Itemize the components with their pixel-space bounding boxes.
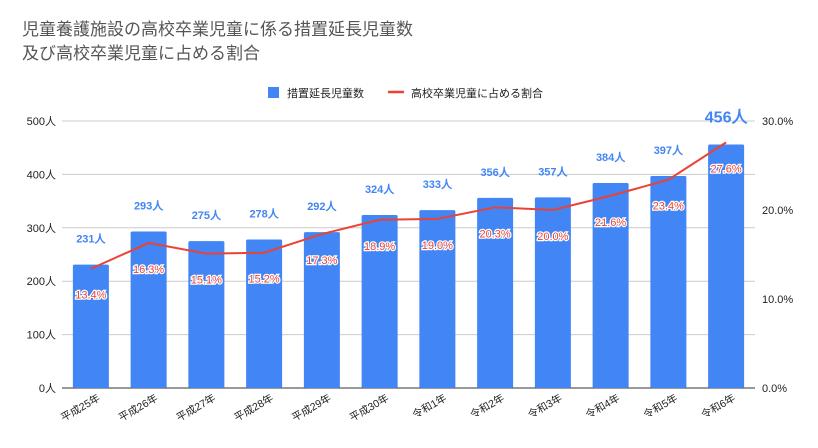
x-axis-tick-label: 平成27年	[174, 391, 218, 424]
ratio-line	[90, 141, 727, 270]
line-data-label: 16.3%	[133, 264, 164, 276]
bar	[592, 182, 629, 388]
bar-data-label: 333人	[423, 177, 453, 191]
left-axis-tick-label: 400人	[27, 168, 56, 181]
bar-data-label: 231人	[76, 232, 106, 246]
bar-data-label: 456人	[705, 108, 749, 126]
bar	[708, 144, 745, 388]
line-data-label: 20.3%	[480, 228, 511, 240]
bar-data-label: 292人	[307, 199, 337, 213]
line-data-label: 20.0%	[537, 231, 568, 243]
bar-data-label: 384人	[596, 150, 626, 164]
bar	[361, 214, 398, 388]
bar-data-label: 397人	[654, 143, 684, 157]
x-axis-tick-label: 平成28年	[232, 391, 276, 424]
bar	[188, 241, 225, 388]
line-data-label: 15.2%	[249, 274, 280, 286]
line-data-label: 18.9%	[364, 241, 395, 253]
right-axis-tick-label: 10.0%	[762, 294, 793, 306]
bar	[534, 197, 571, 388]
x-axis-tick-label: 平成30年	[347, 391, 391, 424]
line-data-label: 13.4%	[75, 290, 106, 302]
bar	[303, 232, 340, 388]
bar	[419, 210, 456, 388]
bar-data-label: 356人	[480, 165, 510, 179]
line-data-label: 21.6%	[595, 217, 626, 229]
bar	[477, 197, 514, 388]
bar-data-label: 324人	[365, 182, 395, 196]
right-axis-tick-label: 30.0%	[762, 116, 793, 128]
x-axis-tick-label: 令和1年	[410, 391, 449, 421]
bar	[130, 231, 167, 388]
left-axis-tick-label: 300人	[27, 222, 56, 235]
bar-data-label: 275人	[192, 208, 222, 222]
x-axis-tick-label: 令和6年	[699, 391, 738, 421]
legend-bar-swatch	[268, 87, 279, 98]
chart-title-line-2: 及び高校卒業児童に占める割合	[22, 44, 260, 64]
x-axis-tick-label: 令和5年	[641, 391, 680, 421]
bar	[246, 239, 283, 388]
left-axis-tick-label: 100人	[27, 329, 56, 342]
bar-data-label: 278人	[249, 207, 279, 221]
bar-data-label: 357人	[538, 164, 568, 178]
x-axis-tick-label: 令和2年	[468, 391, 507, 421]
right-axis-tick-label: 20.0%	[762, 205, 793, 217]
left-axis-tick-label: 200人	[27, 275, 56, 288]
x-axis-tick-label: 令和3年	[526, 391, 565, 421]
bar	[650, 176, 687, 388]
bar	[72, 264, 109, 388]
line-data-label: 19.0%	[422, 240, 453, 252]
x-axis-tick-label: 平成26年	[116, 391, 160, 424]
line-data-label: 27.6%	[711, 163, 742, 175]
x-axis-tick-label: 平成29年	[289, 391, 333, 424]
x-axis-tick-label: 令和4年	[583, 391, 622, 421]
chart-title: 児童養護施設の高校卒業児童に係る措置延長児童数 及び高校卒業児童に占める割合	[22, 18, 413, 66]
chart-title-line-1: 児童養護施設の高校卒業児童に係る措置延長児童数	[22, 20, 413, 40]
x-axis-tick-label: 平成25年	[58, 391, 102, 424]
legend-bar-label: 措置延長児童数	[287, 86, 364, 100]
line-data-label: 23.4%	[653, 201, 684, 213]
line-data-label: 15.1%	[191, 275, 222, 287]
left-axis-tick-label: 0人	[39, 382, 56, 395]
line-data-label: 17.3%	[306, 255, 337, 267]
left-axis-tick-label: 500人	[27, 115, 56, 128]
bar-data-label: 293人	[134, 199, 164, 213]
legend-line-label: 高校卒業児童に占める割合	[411, 86, 543, 100]
right-axis-tick-label: 0.0%	[762, 383, 787, 395]
